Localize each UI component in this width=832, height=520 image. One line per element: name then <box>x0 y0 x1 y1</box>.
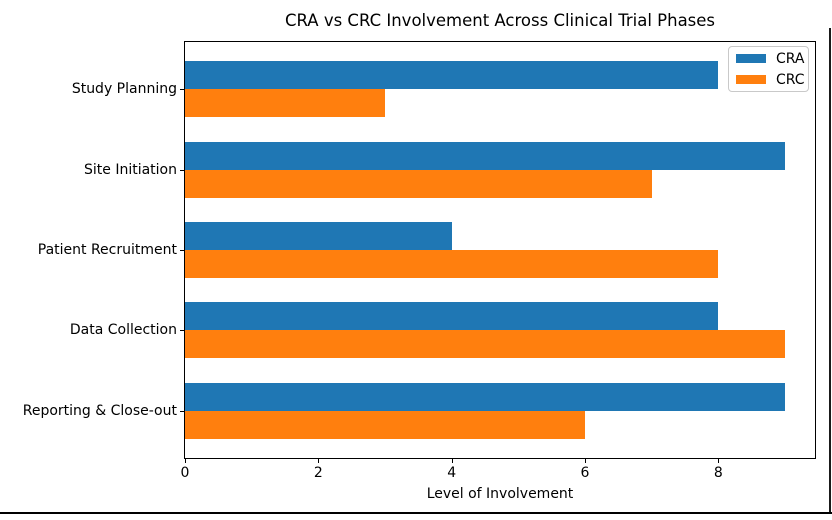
bar-crc-2 <box>185 250 719 278</box>
x-tick-label: 6 <box>580 465 590 481</box>
x-tick-mark <box>585 459 586 463</box>
y-tick-label: Data Collection <box>69 322 177 339</box>
bar-cra-4 <box>185 382 785 411</box>
y-tick-mark <box>180 410 185 412</box>
legend-label-crc: CRC <box>776 71 805 88</box>
y-tick-mark <box>180 330 185 332</box>
window-edge-right <box>829 28 831 514</box>
y-tick-label: Study Planning <box>71 81 177 98</box>
bar-cra-2 <box>185 222 452 250</box>
x-tick-label: 8 <box>713 465 723 481</box>
window-edge-bottom <box>0 512 832 514</box>
bar-cra-1 <box>185 141 785 170</box>
bar-crc-4 <box>185 410 585 439</box>
x-axis-label: Level of Involvement <box>426 486 574 502</box>
legend-row-crc: CRC <box>736 72 805 88</box>
bar-crc-1 <box>185 169 652 198</box>
legend-label-cra: CRA <box>776 50 805 67</box>
y-tick-mark <box>180 250 185 251</box>
bar-cra-3 <box>185 302 719 331</box>
chart-title: CRA vs CRC Involvement Across Clinical T… <box>284 11 716 30</box>
y-tick-mark <box>180 169 185 171</box>
x-tick-label: 0 <box>180 465 190 481</box>
legend-row-cra: CRA <box>736 51 805 67</box>
x-tick-mark <box>451 459 453 463</box>
y-tick-label: Reporting & Close-out <box>22 402 177 419</box>
legend-swatch-cra <box>736 54 766 63</box>
legend: CRA CRC <box>728 46 809 92</box>
bar-cra-0 <box>185 61 719 90</box>
x-tick-mark <box>185 459 186 463</box>
x-tick-mark <box>318 459 320 463</box>
y-tick-label: Site Initiation <box>84 161 177 178</box>
y-tick-label: Patient Recruitment <box>37 242 177 258</box>
x-tick-mark <box>718 459 720 463</box>
y-tick-mark <box>180 89 185 91</box>
x-tick-label: 2 <box>313 465 323 481</box>
legend-swatch-crc <box>736 75 766 84</box>
bar-crc-3 <box>185 330 785 359</box>
bar-crc-0 <box>185 89 385 118</box>
x-tick-label: 4 <box>447 465 457 481</box>
